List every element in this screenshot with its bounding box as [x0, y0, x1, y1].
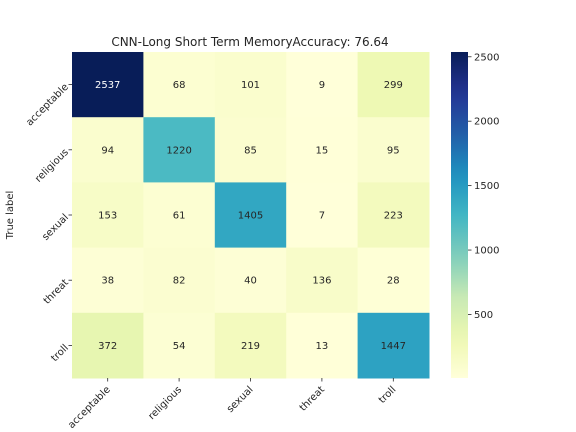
cell-value-label: 1447 [381, 341, 406, 352]
cell-value-label: 94 [101, 145, 114, 156]
x-tick-label: threat [298, 384, 327, 413]
chart-title: CNN-Long Short Term MemoryAccuracy: 76.6… [111, 35, 388, 49]
cell-value-label: 136 [312, 276, 331, 287]
cell-value-label: 299 [384, 80, 403, 91]
y-axis-label: True label [5, 191, 16, 241]
colorbar-tick-label: 2500 [474, 52, 499, 63]
colorbar-tick-label: 1000 [474, 246, 499, 257]
cell-value-label: 38 [101, 276, 114, 287]
x-tick-labels: acceptable religious sexual threat troll [66, 378, 398, 431]
cell-value-label: 219 [241, 341, 260, 352]
cell-value-label: 9 [319, 80, 325, 91]
cell-value-label: 15 [316, 145, 329, 156]
x-tick-label: acceptable [66, 384, 113, 431]
cell-value-label: 82 [173, 276, 186, 287]
cell-value-label: 1220 [166, 145, 191, 156]
cell-value-label: 61 [173, 211, 186, 222]
cell-value-label: 85 [244, 145, 257, 156]
colorbar-tick-label: 1500 [474, 181, 499, 192]
cell-value-label: 40 [244, 276, 257, 287]
cell-value-label: 101 [241, 80, 260, 91]
y-tick-label: sexual [40, 212, 71, 243]
x-tick-label: religious [146, 384, 184, 422]
colorbar: 500 1000 1500 2000 2500 [451, 52, 499, 378]
y-tick-label: religious [33, 147, 71, 185]
cell-value-label: 13 [316, 341, 329, 352]
cell-value-label: 7 [319, 211, 325, 222]
colorbar-gradient [451, 52, 468, 378]
x-tick-label: sexual [225, 384, 256, 415]
y-tick-label: troll [49, 343, 71, 365]
colorbar-tick-label: 500 [474, 310, 493, 321]
cell-value-label: 2537 [95, 80, 120, 91]
cell-value-label: 28 [387, 276, 400, 287]
cell-value-label: 223 [384, 211, 403, 222]
y-tick-label: threat [42, 277, 71, 306]
y-tick-label: acceptable [24, 82, 71, 129]
cell-value-label: 1405 [238, 211, 263, 222]
x-tick-label: troll [377, 384, 399, 406]
cell-value-label: 372 [98, 341, 117, 352]
cell-value-label: 68 [173, 80, 186, 91]
cell-value-label: 153 [98, 211, 117, 222]
cell-value-label: 54 [173, 341, 186, 352]
cell-value-label: 95 [387, 145, 400, 156]
y-tick-labels: acceptable religious sexual threat troll [24, 82, 72, 364]
colorbar-tick-label: 2000 [474, 117, 499, 128]
